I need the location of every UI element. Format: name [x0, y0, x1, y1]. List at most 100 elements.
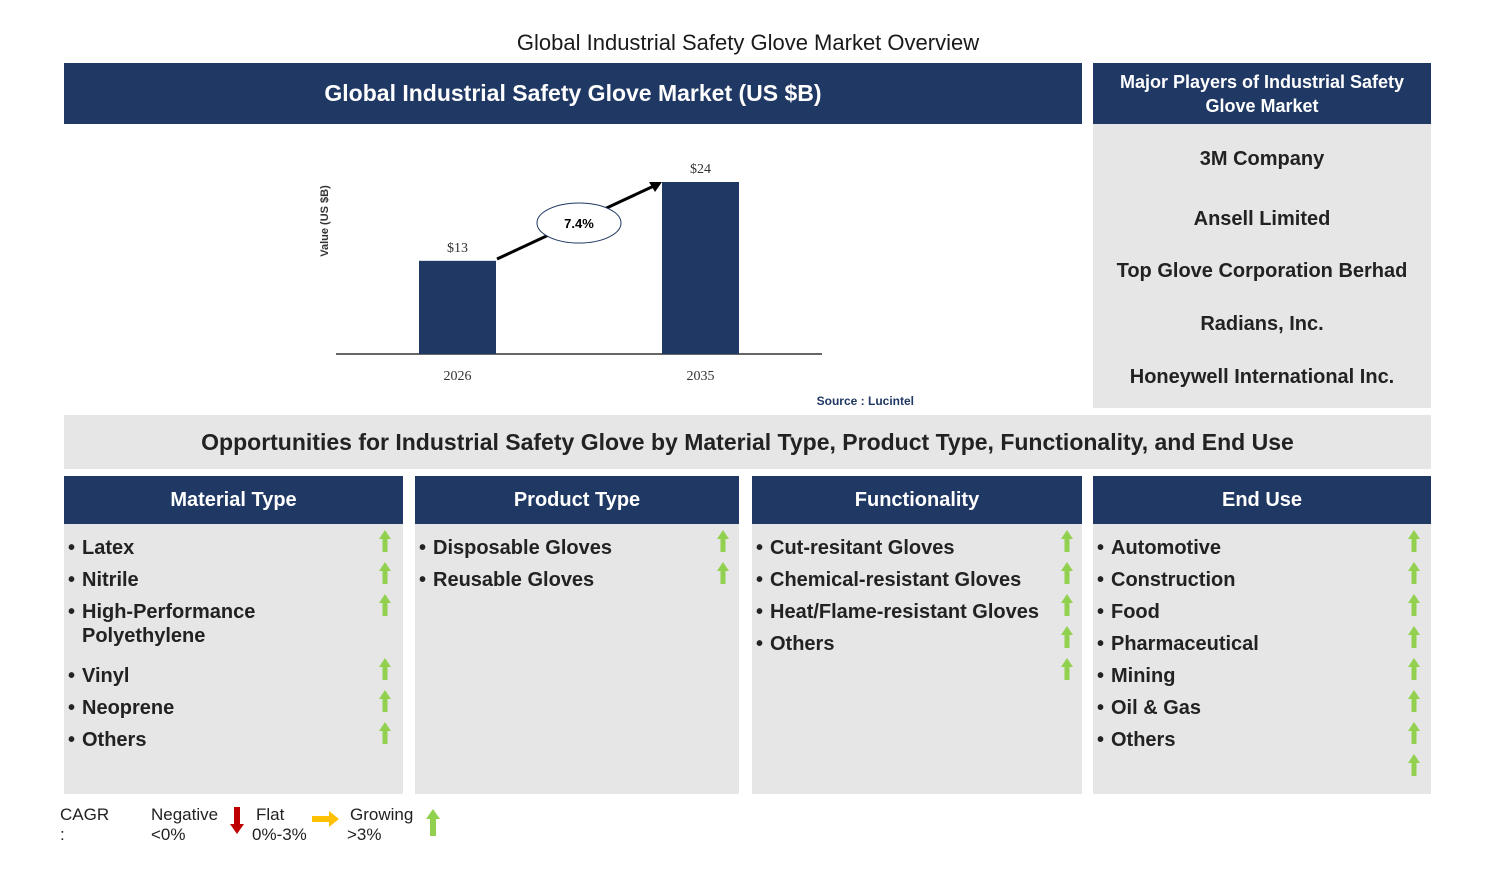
y-axis-label: Value (US $B) [319, 185, 331, 257]
up-arrow-icon [717, 530, 729, 552]
list-item: • Nitrile [64, 562, 403, 600]
list-item-label: Nitrile [82, 569, 139, 591]
list-item: • Pharmaceutical [1093, 626, 1431, 664]
legend-flat-range: 0%-3% [252, 825, 307, 844]
up-arrow-icon [379, 658, 391, 680]
bullet: • [1097, 729, 1105, 751]
bullet: • [756, 601, 764, 623]
player-item: Top Glove Corporation Berhad [1116, 260, 1408, 282]
up-arrow-icon [1408, 530, 1420, 552]
functionality-list: • Cut-resitant Gloves • Chemical-resistant … [752, 524, 1082, 794]
list-item-label: Automotive [1111, 537, 1221, 559]
bar-2026 [419, 260, 496, 354]
players-header: Major Players of Industrial Safety Glove… [1093, 63, 1431, 124]
legend-negative-range: <0% [151, 825, 186, 844]
list-item-label: Vinyl [82, 665, 130, 687]
growth-arrowhead [649, 182, 662, 192]
list-item: • Chemical-resistant Gloves [752, 562, 1082, 600]
list-item: • Food [1093, 594, 1431, 632]
list-item-label: Heat/Flame-resistant Gloves [770, 601, 1039, 623]
product-type-list: • Disposable Gloves • Reusable Gloves [415, 524, 739, 794]
list-item-label: High-Performance Polyethylene [82, 601, 256, 647]
bullet: • [1097, 697, 1105, 719]
list-item: • Cut-resitant Gloves [752, 530, 1082, 568]
cagr-ellipse [536, 202, 622, 244]
column-header-end-use: End Use [1093, 476, 1431, 524]
up-arrow-icon [1408, 626, 1420, 648]
up-arrow-icon [717, 562, 729, 584]
player-item: 3M Company [1199, 148, 1325, 170]
chart-header: Global Industrial Safety Glove Market (U… [64, 63, 1082, 124]
bullet: • [1097, 601, 1105, 623]
list-item: • Others [752, 626, 1082, 664]
up-arrow-icon [1408, 658, 1420, 680]
bullet: • [68, 697, 76, 719]
list-item: • Latex [64, 530, 403, 568]
data-label: $24 [690, 162, 711, 177]
legend-label: CAGR : [60, 805, 110, 844]
up-arrow-icon [1061, 626, 1073, 648]
source-label: Source : Lucintel [817, 394, 914, 408]
bullet: • [1097, 537, 1105, 559]
list-item-label: Disposable Gloves [433, 537, 612, 559]
list-item-label: Food [1111, 601, 1160, 623]
list-item-label: Neoprene [82, 697, 175, 719]
up-arrow-icon [379, 722, 391, 744]
column-header-product-type: Product Type [415, 476, 739, 524]
x-tick-label: 2035 [687, 369, 715, 384]
legend-flat: Flat [256, 805, 285, 824]
list-item-label: Construction [1111, 569, 1236, 591]
list-item-label: Others [1111, 729, 1176, 751]
list-item: • Mining [1093, 658, 1431, 696]
list-item: • High-Performance Polyethylene [64, 594, 403, 664]
list-item: • Others [64, 722, 403, 760]
cagr-label: 7.4% [564, 216, 594, 231]
up-arrow-icon [426, 809, 440, 836]
list-item-label: Latex [82, 537, 135, 559]
up-arrow-icon [1408, 690, 1420, 712]
x-tick-label: 2026 [444, 369, 472, 384]
bullet: • [1097, 569, 1105, 591]
bar-chart: Value (US $B) $13 2026 $24 2035 7.4% Source… [319, 162, 914, 408]
up-arrow-icon [379, 690, 391, 712]
list-item-extra-arrow [1093, 754, 1431, 792]
list-item-label: Chemical-resistant Gloves [770, 569, 1022, 591]
list-item: • Reusable Gloves [415, 562, 739, 600]
list-item-label: Mining [1111, 665, 1176, 687]
up-arrow-icon [1061, 594, 1073, 616]
up-arrow-icon [1408, 722, 1420, 744]
list-item: • Automotive [1093, 530, 1431, 568]
player-item: Honeywell International Inc. [1129, 366, 1395, 388]
column-header-material-type: Material Type [64, 476, 403, 524]
list-item-label: Others [770, 633, 835, 655]
bullet: • [68, 537, 76, 559]
up-arrow-icon [379, 594, 391, 616]
players-list: 3M Company Ansell Limited Top Glove Corp… [1093, 124, 1431, 408]
down-arrow-icon [230, 807, 244, 834]
legend-growing-range: >3% [347, 825, 382, 844]
up-arrow-icon [379, 562, 391, 584]
end-use-list: • Automotive • Construction • Food • Pharmaceut… [1093, 524, 1431, 794]
opportunities-title: Opportunities for Industrial Safety Glov… [64, 415, 1431, 469]
list-item-label: Reusable Gloves [433, 569, 595, 591]
list-item-extra-arrow [752, 658, 1082, 696]
list-item-label: Oil & Gas [1111, 697, 1202, 719]
list-item: • Construction [1093, 562, 1431, 600]
list-item-label: Cut-resitant Gloves [770, 537, 955, 559]
player-item: Radians, Inc. [1200, 313, 1324, 335]
bullet: • [1097, 633, 1105, 655]
bullet: • [68, 665, 76, 687]
bullet: • [68, 601, 76, 623]
bullet: • [419, 569, 427, 591]
list-item: • Heat/Flame-resistant Gloves [752, 594, 1082, 632]
up-arrow-icon [1408, 594, 1420, 616]
list-item: • Oil & Gas [1093, 690, 1431, 728]
bullet: • [419, 537, 427, 559]
column-header-functionality: Functionality [752, 476, 1082, 524]
up-arrow-icon [1408, 754, 1420, 776]
bullet: • [756, 633, 764, 655]
up-arrow-icon [1408, 562, 1420, 584]
material-type-list: • Latex • Nitrile • High-Performance Polyethy… [64, 524, 403, 794]
bullet: • [756, 537, 764, 559]
list-item: • Disposable Gloves [415, 530, 739, 568]
